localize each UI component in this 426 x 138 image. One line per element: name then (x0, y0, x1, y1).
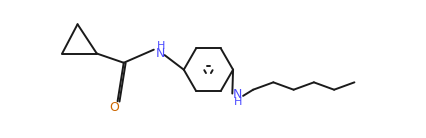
Text: N: N (233, 88, 242, 101)
Text: H: H (156, 41, 164, 51)
Text: H: H (233, 97, 241, 107)
Text: O: O (109, 101, 119, 114)
Text: N: N (155, 47, 165, 60)
